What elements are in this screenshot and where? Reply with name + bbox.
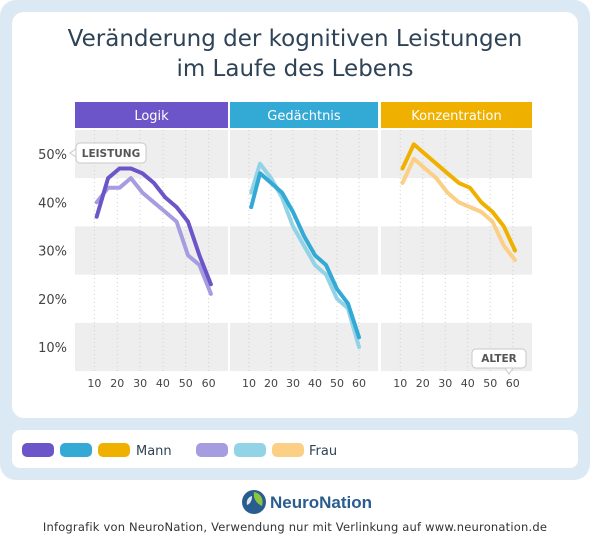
x-tick-label: 30: [133, 377, 147, 390]
panel-header-logik: [75, 102, 228, 128]
x-tick-label: 50: [179, 377, 193, 390]
x-tick-label: 50: [330, 377, 344, 390]
series-line-konzentration-frau: [400, 156, 517, 263]
x-tick-label: 30: [438, 377, 452, 390]
x-tick-label: 20: [264, 377, 278, 390]
x-tick-label: 10: [87, 377, 101, 390]
series-line-gedaechtnis-frau: [249, 161, 361, 349]
x-axis-tag-pointer: [504, 367, 514, 375]
x-tick-label: 20: [110, 377, 124, 390]
x-axis-tag: ALTER: [481, 353, 517, 365]
y-tick-label: 40%: [38, 196, 67, 211]
series-line-konzentration-mann: [400, 142, 517, 253]
x-tick-label: 20: [416, 377, 430, 390]
panel-title-konzentration: Konzentration: [411, 109, 501, 124]
chart-title-line-2: im Laufe des Lebens: [176, 56, 414, 82]
chart-title-line-1: Veränderung der kognitiven Leistungen: [67, 26, 523, 52]
logo-wordmark: NeuroNation: [270, 493, 372, 512]
chart-title: Veränderung der kognitiven Leistungen im…: [12, 24, 578, 84]
legend-label-mann: Mann: [136, 444, 172, 459]
legend-swatch-frau: [196, 443, 228, 457]
x-tick-label: 40: [461, 377, 475, 390]
panel-title-gedaechtnis: Gedächtnis: [267, 109, 341, 124]
y-tick-label: 30%: [38, 245, 67, 260]
x-tick-label: 40: [308, 377, 322, 390]
grid-band: [230, 130, 378, 179]
x-tick-label: 10: [393, 377, 407, 390]
panel-header-konzentration: [381, 102, 532, 128]
x-tick-label: 50: [483, 377, 497, 390]
x-tick-label: 30: [286, 377, 300, 390]
y-axis-tag: LEISTUNG: [82, 148, 140, 160]
grid-band: [381, 130, 532, 179]
legend-swatch-mann: [60, 443, 92, 457]
panel-title-logik: Logik: [134, 109, 169, 124]
series-line-gedaechtnis-mann: [249, 171, 361, 340]
neuronation-logo: NeuroNation: [242, 490, 372, 514]
x-tick-label: 60: [506, 377, 520, 390]
y-tick-label: 20%: [38, 293, 67, 308]
legend-swatch-frau: [272, 443, 304, 457]
legend-label-frau: Frau: [309, 444, 337, 459]
x-tick-label: 60: [202, 377, 216, 390]
panel-header-gedaechtnis: [230, 102, 378, 128]
x-tick-label: 10: [242, 377, 256, 390]
x-axis-tag-box: [471, 348, 527, 369]
grid-band: [75, 322, 228, 372]
x-tick-label: 60: [352, 377, 366, 390]
series-line-logik-mann: [94, 166, 213, 287]
y-axis-tag-pointer: [69, 148, 77, 158]
footer-credit: Infografik von NeuroNation, Verwendung n…: [42, 520, 548, 534]
y-tick-label: 50%: [38, 148, 67, 163]
legend-swatch-mann: [98, 443, 130, 457]
x-tick-label: 40: [156, 377, 170, 390]
brain-leaf-icon: [242, 490, 266, 514]
legend-swatch-mann: [22, 443, 54, 457]
legend-swatch-frau: [234, 443, 266, 457]
series-line-logik-frau: [94, 176, 213, 296]
y-tick-label: 10%: [38, 341, 67, 356]
